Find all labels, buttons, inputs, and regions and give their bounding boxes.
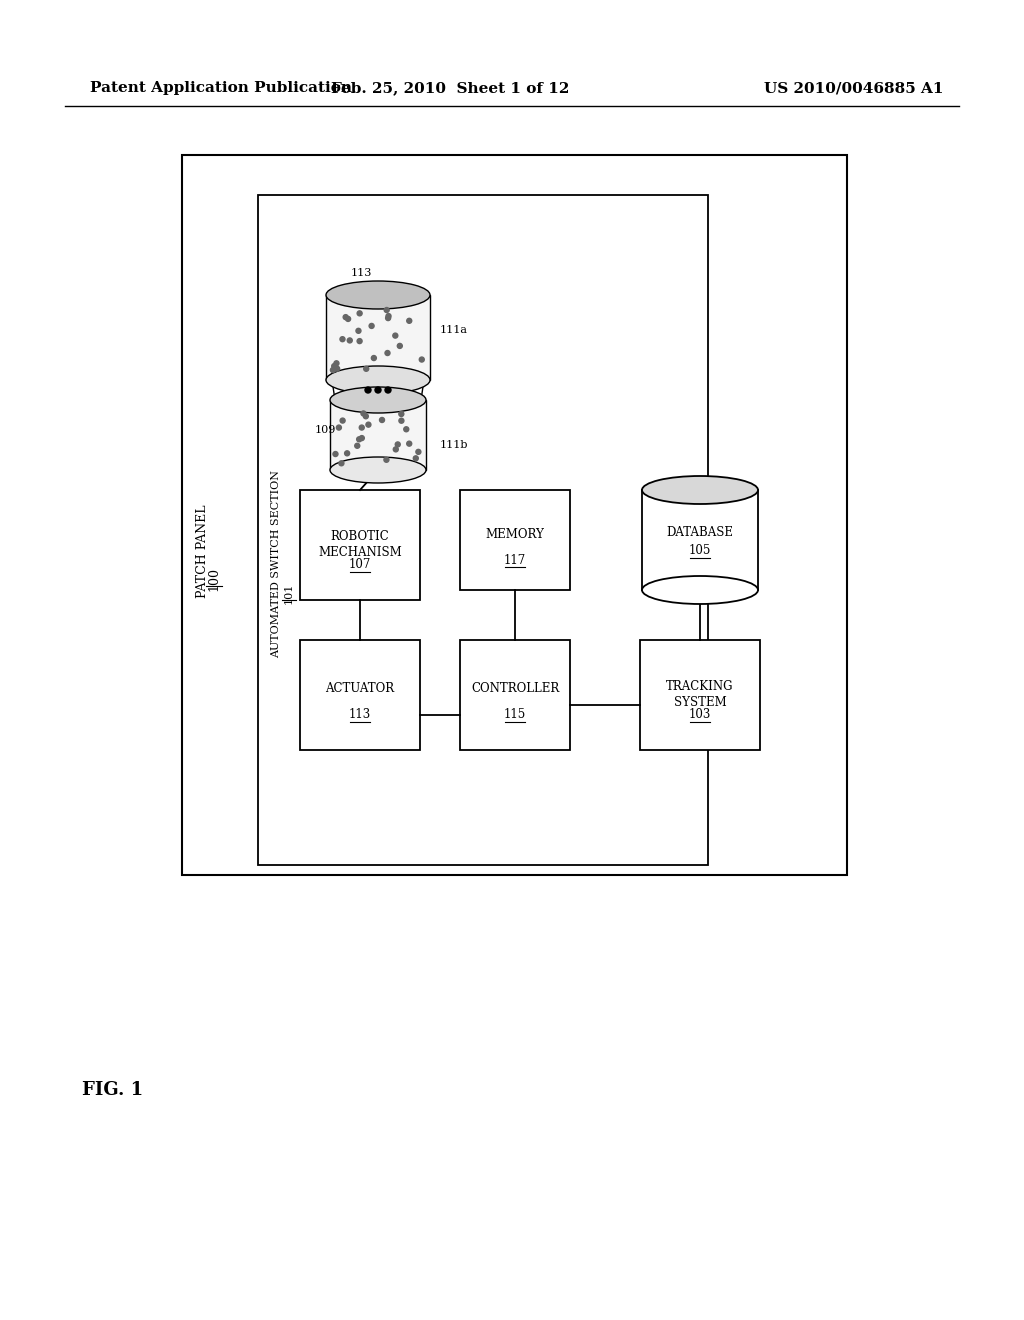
Text: 100: 100 [208,568,220,591]
Bar [642,490,758,590]
Text: MEMORY: MEMORY [485,528,545,540]
Circle shape [385,351,390,355]
Text: 113: 113 [350,268,372,279]
Circle shape [414,455,418,461]
Circle shape [343,314,348,319]
Circle shape [345,317,350,322]
Text: 111b: 111b [440,440,469,450]
Circle shape [419,356,424,362]
Text: SYSTEM: SYSTEM [674,697,726,710]
Circle shape [331,367,336,372]
Circle shape [354,444,359,449]
Text: 103: 103 [689,709,712,722]
Circle shape [393,333,397,338]
Text: MECHANISM: MECHANISM [318,546,401,560]
Text: ROBOTIC: ROBOTIC [331,531,389,544]
Text: Feb. 25, 2010  Sheet 1 of 12: Feb. 25, 2010 Sheet 1 of 12 [332,81,569,95]
Circle shape [398,412,403,417]
Bar [330,400,426,470]
Circle shape [360,411,366,416]
Circle shape [357,339,362,343]
Circle shape [369,323,374,329]
Circle shape [384,457,389,462]
Circle shape [359,425,365,430]
Text: PATCH PANEL: PATCH PANEL [196,504,209,598]
Text: 105: 105 [689,544,712,557]
Text: US 2010/0046885 A1: US 2010/0046885 A1 [765,81,944,95]
Text: 111a: 111a [440,325,468,335]
Text: 113: 113 [349,709,371,722]
Bar [640,640,760,750]
Circle shape [407,318,412,323]
Text: TRACKING: TRACKING [667,681,734,693]
Circle shape [395,442,400,447]
Circle shape [407,441,412,446]
Circle shape [364,413,369,418]
Circle shape [365,387,371,393]
Circle shape [384,308,389,313]
Ellipse shape [326,366,430,393]
Bar [460,640,570,750]
Circle shape [393,447,398,451]
Circle shape [345,451,349,455]
Text: 107: 107 [349,558,371,572]
Text: ACTUATOR: ACTUATOR [326,682,394,696]
Ellipse shape [326,281,430,309]
Circle shape [332,363,337,368]
Circle shape [397,343,402,348]
Circle shape [386,314,391,318]
Circle shape [356,437,361,442]
Bar [300,640,420,750]
Text: 115: 115 [504,709,526,722]
Circle shape [380,417,385,422]
Text: 117: 117 [504,553,526,566]
Bar [460,490,570,590]
Text: AUTOMATED SWITCH SECTION: AUTOMATED SWITCH SECTION [271,470,281,657]
Text: FIG. 1: FIG. 1 [82,1081,143,1100]
Text: 109: 109 [314,425,336,436]
Bar [258,195,708,865]
Circle shape [385,387,391,393]
Text: DATABASE: DATABASE [667,525,733,539]
Circle shape [403,426,409,432]
Circle shape [375,387,381,393]
Circle shape [399,418,403,424]
Circle shape [335,366,340,371]
Circle shape [372,355,377,360]
Circle shape [416,449,421,454]
Text: CONTROLLER: CONTROLLER [471,682,559,696]
Circle shape [347,338,352,343]
Circle shape [356,329,361,334]
Bar [182,154,847,875]
Circle shape [340,337,345,342]
Circle shape [339,461,344,466]
Circle shape [359,436,365,441]
Text: Patent Application Publication: Patent Application Publication [90,81,352,95]
Ellipse shape [642,576,758,605]
Ellipse shape [330,387,426,413]
Ellipse shape [330,457,426,483]
Bar [326,294,430,380]
Circle shape [337,425,341,430]
Circle shape [386,315,390,321]
Bar [300,490,420,601]
Circle shape [357,310,362,315]
Circle shape [340,418,345,424]
Circle shape [334,360,339,366]
Circle shape [333,451,338,457]
Circle shape [366,422,371,428]
Text: 101: 101 [284,583,294,605]
Circle shape [364,366,369,371]
Ellipse shape [642,477,758,504]
